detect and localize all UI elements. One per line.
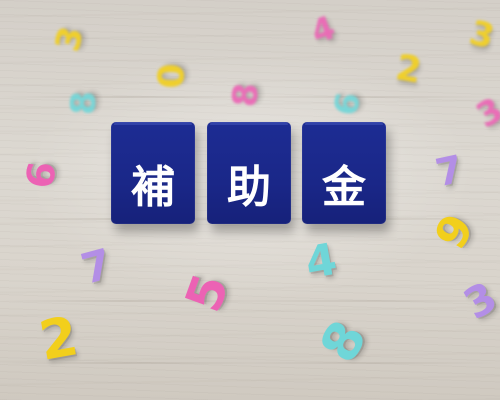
cube-char: 助 xyxy=(227,162,271,213)
wood-grain-line xyxy=(0,300,500,302)
number-piece: 8 xyxy=(63,90,105,116)
cube-char: 金 xyxy=(322,162,366,213)
number-piece: 3 xyxy=(455,272,500,330)
number-piece: 7 xyxy=(431,146,467,196)
number-piece: 6 xyxy=(17,158,65,192)
wood-grain-line xyxy=(0,362,500,364)
letter-cube: 助 xyxy=(207,122,291,224)
number-piece: 6 xyxy=(326,89,368,119)
letter-cube: 金 xyxy=(302,122,386,224)
number-piece: 2 xyxy=(34,304,83,373)
number-piece: 5 xyxy=(174,266,241,320)
number-piece: 3 xyxy=(469,89,500,137)
number-piece: 3 xyxy=(47,22,93,56)
number-piece: 2 xyxy=(392,47,425,92)
number-piece: 8 xyxy=(224,81,267,109)
letter-cube: 補 xyxy=(111,122,195,224)
cube-char: 補 xyxy=(131,162,175,213)
wood-grain-line xyxy=(0,96,500,98)
number-piece: 9 xyxy=(425,205,485,258)
number-piece: 4 xyxy=(301,233,341,290)
number-piece: 3 xyxy=(465,12,499,58)
number-piece: 4 xyxy=(306,8,341,52)
number-piece: 0 xyxy=(151,63,193,89)
number-piece: 7 xyxy=(76,239,117,294)
